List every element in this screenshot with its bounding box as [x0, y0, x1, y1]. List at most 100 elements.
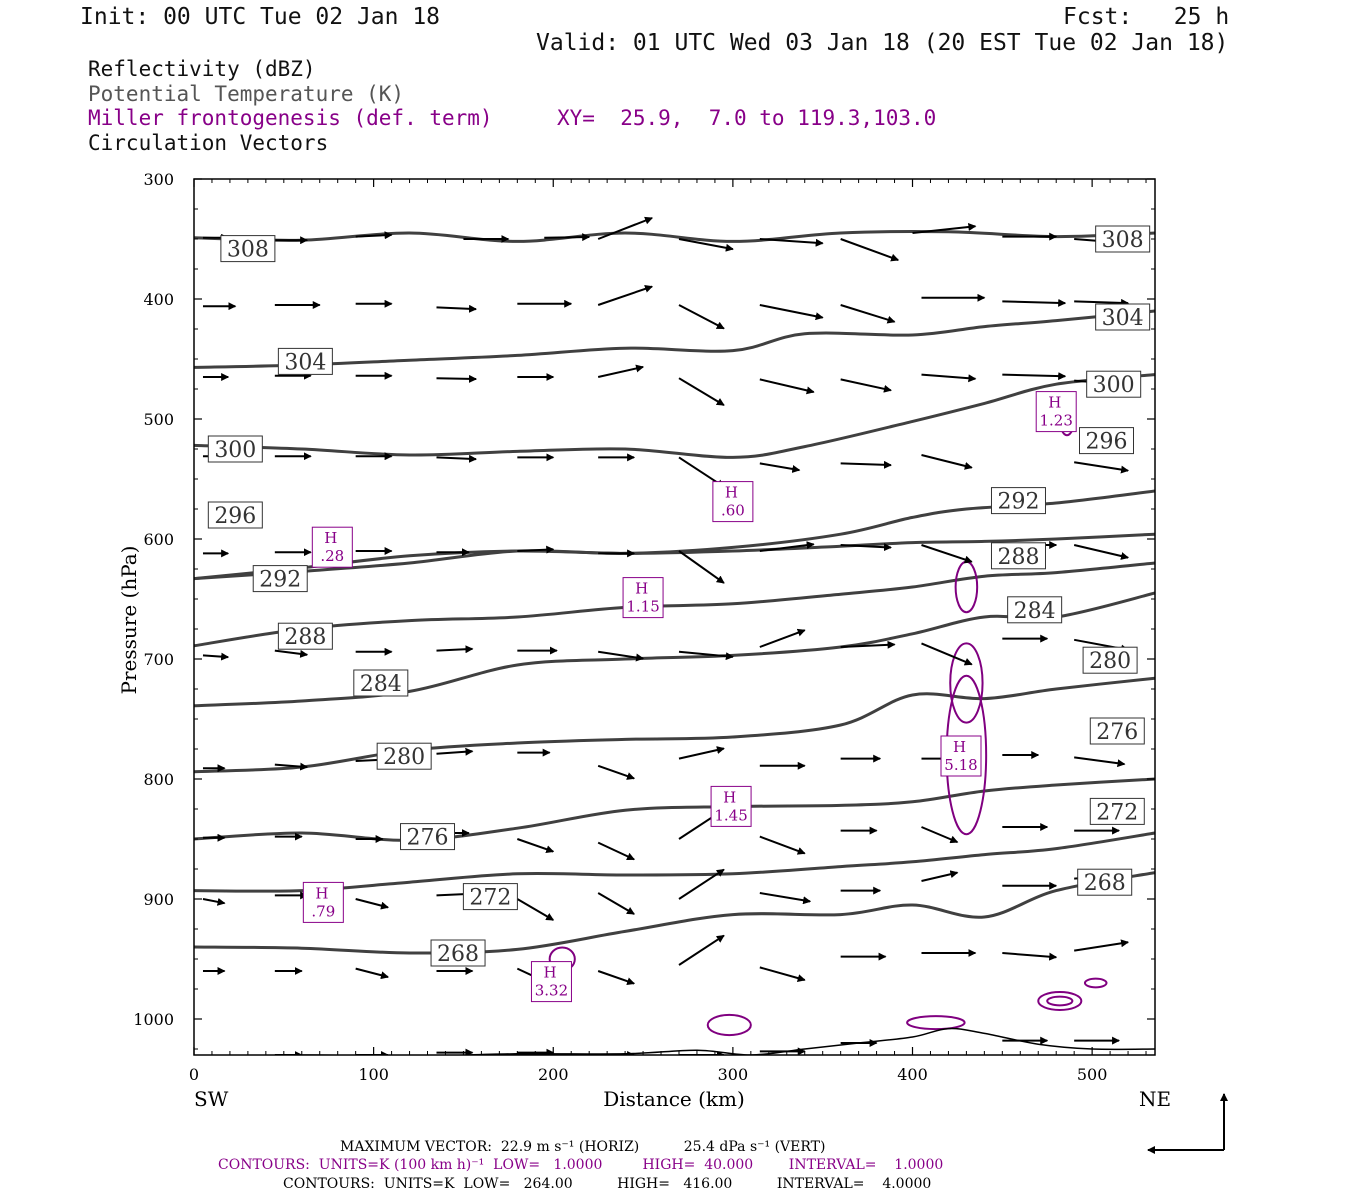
maximum-h-letter: H — [324, 529, 337, 547]
theta-label: 304 — [277, 347, 333, 375]
maximum-h-letter: H — [725, 484, 738, 502]
maximum-value: .60 — [721, 502, 745, 520]
maximum-h-letter: H — [723, 788, 736, 806]
theta-label-text: 292 — [997, 490, 1039, 515]
circulation-vector — [597, 764, 636, 780]
theta-label: 272 — [1089, 797, 1145, 825]
circulation-vector — [1002, 298, 1067, 307]
theta-label: 292 — [252, 565, 308, 593]
circulation-vector — [912, 223, 977, 234]
theta-label-box — [1095, 225, 1151, 253]
x-tick-label: 500 — [1077, 1065, 1108, 1084]
maximum-value: 3.32 — [535, 982, 568, 1000]
theta-label-text: 292 — [259, 568, 301, 593]
frontogenesis-contour — [949, 642, 984, 724]
frontogenesis-contour — [706, 1013, 752, 1037]
theta-label-box — [207, 501, 263, 529]
theta-label: 292 — [990, 487, 1046, 515]
circulation-vector — [921, 454, 973, 470]
maximum-marker: H.28 — [311, 526, 353, 568]
theta-label-box — [1086, 370, 1142, 398]
frontogenesis-contour — [954, 560, 979, 614]
x-tick-label: 0 — [189, 1065, 199, 1084]
theta-label-text: 280 — [383, 745, 425, 770]
theta-label-box — [1089, 717, 1145, 745]
circulation-vector — [759, 835, 806, 855]
circulation-vector — [597, 841, 635, 861]
theta-label: 288 — [990, 542, 1046, 570]
circulation-vector — [202, 652, 230, 661]
theta-label-text: 296 — [1086, 430, 1128, 455]
circulation-vector — [840, 304, 896, 324]
theta-label: 272 — [462, 883, 518, 911]
circulation-vector — [1002, 952, 1058, 961]
theta-label-box — [462, 883, 518, 911]
y-tick-label: 700 — [143, 650, 174, 669]
maximum-box — [311, 526, 353, 568]
theta-label: 300 — [207, 435, 263, 463]
circulation-vector — [202, 897, 226, 906]
y-tick-label: 500 — [143, 410, 174, 429]
circulation-vector — [840, 543, 892, 552]
maximum-h-letter: H — [953, 738, 966, 756]
theta-label-text: 288 — [997, 545, 1039, 570]
circulation-vector — [1073, 544, 1130, 560]
circulation-vector — [355, 967, 389, 980]
theta-label: 308 — [220, 235, 276, 263]
circulation-vector — [759, 378, 815, 395]
circulation-vector — [678, 650, 734, 661]
circulation-vector — [921, 544, 973, 564]
theta-label-text: 308 — [1102, 228, 1144, 253]
theta-label: 276 — [400, 823, 456, 851]
theta-label: 280 — [1082, 646, 1138, 674]
circulation-vector — [1074, 461, 1130, 474]
theta-line-304 — [194, 309, 1155, 369]
theta-line-284 — [194, 591, 1155, 708]
theta-label-box — [400, 823, 456, 851]
circulation-vector — [678, 377, 725, 406]
x-tick-label: 100 — [358, 1065, 389, 1084]
theta-label-box — [1079, 427, 1135, 455]
theta-label-text: 276 — [1096, 720, 1138, 745]
x-tick-label: 300 — [718, 1065, 749, 1084]
theta-label-text: 304 — [284, 350, 326, 375]
circulation-vector — [759, 462, 801, 473]
theta-label-text: 276 — [407, 826, 449, 851]
circulation-vector — [759, 304, 824, 321]
y-tick-label: 300 — [143, 170, 174, 189]
circulation-vector — [840, 460, 892, 469]
theta-label: 268 — [1077, 868, 1133, 896]
maximum-marker: H1.45 — [710, 785, 752, 827]
circulation-vector — [598, 650, 645, 662]
circulation-vector — [759, 892, 812, 905]
maximum-h-letter: H — [315, 884, 328, 902]
maximum-marker: H.79 — [302, 881, 344, 923]
maximum-value: 1.23 — [1040, 412, 1073, 430]
circulation-vectors — [202, 216, 1130, 1055]
circulation-vector — [840, 378, 892, 393]
theta-line-300 — [194, 373, 1155, 459]
circulation-vector — [921, 826, 959, 844]
frontogenesis-contour-footer: CONTOURS: UNITS=K (100 km h)⁻¹ LOW= 1.00… — [218, 1157, 944, 1173]
circulation-vector — [597, 970, 636, 986]
circulation-vector — [678, 304, 725, 330]
circulation-vector — [1074, 298, 1130, 307]
theta-label-box — [353, 669, 409, 697]
theta-label-text: 300 — [214, 438, 256, 463]
circulation-vector — [597, 216, 653, 240]
theta-label-box — [1007, 596, 1063, 624]
theta-label: 304 — [1095, 303, 1151, 331]
maximum-box — [712, 481, 754, 523]
maximum-box — [710, 785, 752, 827]
cross-section-endpoints: XY= 25.9, 7.0 to 119.3,103.0 — [557, 106, 937, 130]
theta-label-text: 280 — [1089, 649, 1131, 674]
init-time: Init: 00 UTC Tue 02 Jan 18 — [80, 4, 441, 30]
theta-label: 284 — [353, 669, 409, 697]
y-axis-title: Pressure (hPa) — [117, 546, 141, 695]
y-tick-label: 600 — [143, 530, 174, 549]
circulation-vector — [678, 746, 725, 760]
maximum-value: .79 — [311, 902, 335, 920]
theta-label-text: 300 — [1093, 373, 1135, 398]
circulation-vector — [678, 934, 725, 966]
circulation-vector — [436, 645, 474, 654]
